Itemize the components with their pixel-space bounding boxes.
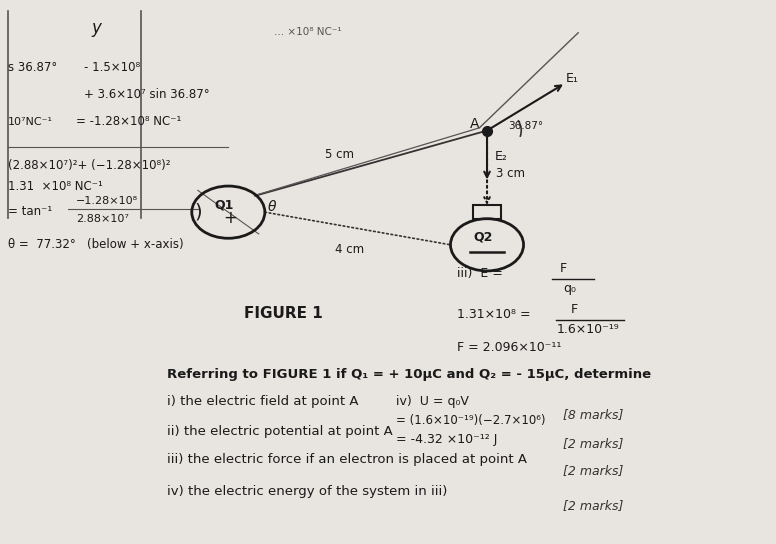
- Text: F: F: [570, 303, 578, 316]
- Text: −1.28×10⁸: −1.28×10⁸: [76, 196, 138, 206]
- Text: 4 cm: 4 cm: [334, 243, 364, 256]
- Text: 1.31×10⁸ =: 1.31×10⁸ =: [456, 308, 530, 322]
- Text: θ: θ: [268, 200, 276, 214]
- Text: θ =  77.32°   (below + x-axis): θ = 77.32° (below + x-axis): [8, 238, 183, 251]
- Text: = (1.6×10⁻¹⁹)(−2.7×10⁶): = (1.6×10⁻¹⁹)(−2.7×10⁶): [396, 415, 546, 428]
- Text: +: +: [223, 209, 237, 227]
- Text: = tan⁻¹: = tan⁻¹: [8, 205, 52, 218]
- Text: 36.87°: 36.87°: [508, 121, 543, 131]
- Text: ii) the electric potential at point A: ii) the electric potential at point A: [168, 425, 393, 438]
- Text: q₀: q₀: [563, 282, 576, 295]
- Text: i) the electric field at point A: i) the electric field at point A: [168, 395, 359, 409]
- Text: iv)  U = q₀V: iv) U = q₀V: [396, 395, 469, 409]
- Text: 1.31  ×10⁸ NC⁻¹: 1.31 ×10⁸ NC⁻¹: [8, 181, 102, 194]
- Text: Q1: Q1: [215, 199, 234, 212]
- Text: ): ): [194, 202, 202, 221]
- Text: iii)  E =: iii) E =: [456, 268, 502, 281]
- Text: y: y: [92, 18, 101, 36]
- Text: - 1.5×10⁸: - 1.5×10⁸: [84, 61, 140, 74]
- Bar: [473, 205, 501, 219]
- Text: 1.6×10⁻¹⁹: 1.6×10⁻¹⁹: [557, 323, 620, 336]
- Text: 3 cm: 3 cm: [496, 167, 525, 180]
- Text: 2.88×10⁷: 2.88×10⁷: [76, 214, 129, 224]
- Text: [2 marks]: [2 marks]: [563, 465, 623, 478]
- Text: Q2: Q2: [473, 231, 493, 244]
- Text: E₂: E₂: [494, 151, 508, 164]
- Text: ... ×10⁸ NC⁻¹: ... ×10⁸ NC⁻¹: [274, 27, 341, 38]
- Text: + 3.6×10⁷ sin 36.87°: + 3.6×10⁷ sin 36.87°: [84, 88, 210, 101]
- Text: F = 2.096×10⁻¹¹: F = 2.096×10⁻¹¹: [456, 341, 561, 354]
- Text: 10⁷NC⁻¹: 10⁷NC⁻¹: [8, 117, 53, 127]
- Text: F: F: [559, 262, 566, 275]
- Text: (2.88×10⁷)²+ (−1.28×10⁸)²: (2.88×10⁷)²+ (−1.28×10⁸)²: [8, 159, 170, 172]
- Text: = -4.32 ×10⁻¹² J: = -4.32 ×10⁻¹² J: [396, 434, 497, 447]
- Text: 5 cm: 5 cm: [325, 148, 355, 161]
- Text: [8 marks]: [8 marks]: [563, 408, 623, 421]
- Text: FIGURE 1: FIGURE 1: [244, 306, 322, 322]
- Text: A: A: [470, 117, 480, 131]
- Text: iii) the electric force if an electron is placed at point A: iii) the electric force if an electron i…: [168, 454, 528, 467]
- Text: E₁: E₁: [566, 72, 579, 85]
- Text: s 36.87°: s 36.87°: [8, 61, 57, 74]
- Text: Referring to FIGURE 1 if Q₁ = + 10μC and Q₂ = - 15μC, determine: Referring to FIGURE 1 if Q₁ = + 10μC and…: [168, 368, 652, 381]
- Text: = -1.28×10⁸ NC⁻¹: = -1.28×10⁸ NC⁻¹: [76, 115, 182, 128]
- Text: [2 marks]: [2 marks]: [563, 437, 623, 450]
- Text: [2 marks]: [2 marks]: [563, 499, 623, 512]
- Text: iv) the electric energy of the system in iii): iv) the electric energy of the system in…: [168, 485, 448, 498]
